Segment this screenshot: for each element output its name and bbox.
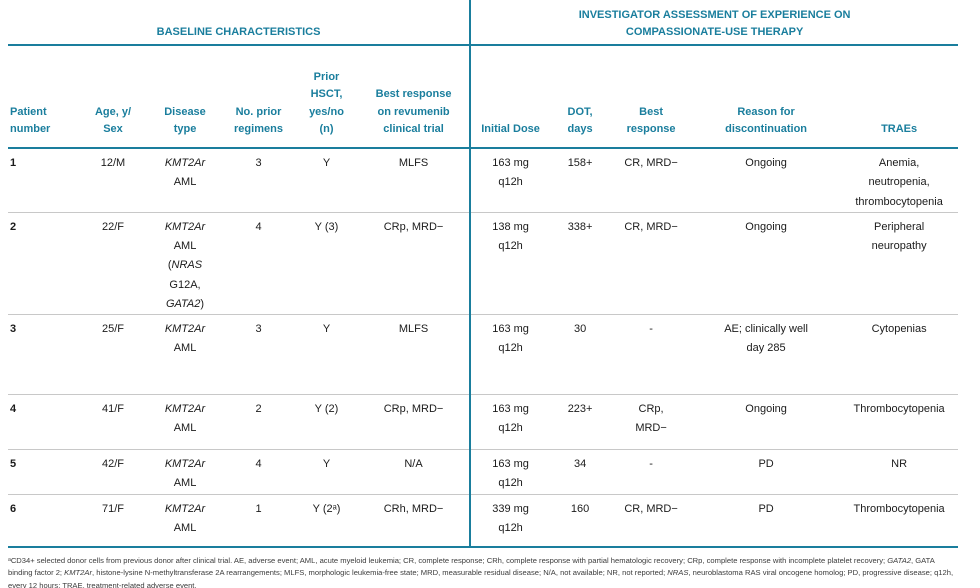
cell-reason-discontinuation: Ongoing <box>745 157 787 169</box>
cell-dot-days: 30 <box>550 314 611 395</box>
cell-prior-hsct: Y (3) <box>295 211 358 315</box>
patient-row-4: 4 41/F KMT2Ar AML 2 Y (2) CRp, MRD− 163 m… <box>8 394 959 450</box>
cell-patient-number: 4 <box>8 394 78 450</box>
cell-traes: Anemia, neutropenia, thrombocytopenia <box>855 157 943 208</box>
patient-row-1: 1 12/M KMT2Ar AML 3 Y MLFS 163 mg q12h 15… <box>8 148 958 213</box>
cell-reason-discontinuation: PD <box>692 494 841 548</box>
cell-best-response: CR, MRD− <box>610 211 693 315</box>
cell-initial-dose: 163 mg q12h <box>492 157 529 189</box>
cell-best-response-trial: MLFS <box>358 314 472 395</box>
cell-age-sex: 41/F <box>78 394 148 450</box>
cell-disease-type: KMT2Ar AML <box>164 157 206 189</box>
cell-best-response: CR, MRD− <box>610 494 693 548</box>
col-header-prior-regimens: No. prior regimens <box>222 45 295 149</box>
section-title-baseline: BASELINE CHARACTERISTICS <box>8 0 472 46</box>
cell-traes: Thrombocytopenia <box>840 494 959 548</box>
cell-patient-number: 5 <box>8 449 78 495</box>
col-header-best-response: Best response <box>610 45 693 149</box>
cell-prior-regimens: 2 <box>222 394 295 450</box>
cell-prior-hsct: Y (2ᵃ) <box>295 494 358 548</box>
col-header-reason-discontinuation: Reason for discontinuation <box>692 45 841 149</box>
col-header-traes: TRAEs <box>840 45 959 149</box>
patient-row-3: 3 25/F KMT2Ar AML 3 Y MLFS 163 mg q12h 30… <box>8 314 959 395</box>
cell-patient-number: 3 <box>8 314 78 395</box>
patient-row-5: 5 42/F KMT2Ar AML 4 Y N/A 163 mg q12h 34 … <box>8 449 959 495</box>
col-header-patient-number: Patient number <box>8 45 78 149</box>
col-header-age-sex: Age, y/ Sex <box>78 45 148 149</box>
col-header-best-response-trial: Best response on revumenib clinical tria… <box>358 45 472 149</box>
cell-reason-discontinuation: Ongoing <box>692 211 841 315</box>
cell-prior-hsct: Y <box>322 157 331 169</box>
cell-prior-regimens: 1 <box>222 494 295 548</box>
cell-prior-hsct: Y <box>295 314 358 395</box>
cell-best-response-trial: CRh, MRD− <box>358 494 472 548</box>
cell-patient-number: 1 <box>10 157 17 169</box>
patient-row-2: 2 22/F KMT2Ar AML (NRAS G12A, GATA2) 4 Y (3)… <box>8 211 959 315</box>
cell-dot-days: 158+ <box>567 157 593 169</box>
column-header-row: Patient number Age, y/ Sex Disease type … <box>8 45 959 149</box>
cell-initial-dose: 163 mg q12h <box>470 394 551 450</box>
cell-age-sex: 25/F <box>78 314 148 395</box>
cell-dot-days: 338+ <box>550 211 611 315</box>
cell-age-sex: 71/F <box>78 494 148 548</box>
cell-dot-days: 34 <box>550 449 611 495</box>
cell-reason-discontinuation: AE; clinically well day 285 <box>692 314 841 395</box>
cell-initial-dose: 339 mg q12h <box>470 494 551 548</box>
cell-traes: Cytopenias <box>840 314 959 395</box>
table-body: 1 12/M KMT2Ar AML 3 Y MLFS 163 mg q12h 15… <box>8 148 959 548</box>
cell-best-response-trial: CRp, MRD− <box>358 394 472 450</box>
cell-prior-regimens: 3 <box>222 314 295 395</box>
patient-row-6: 6 71/F KMT2Ar AML 1 Y (2ᵃ) CRh, MRD− 339 … <box>8 494 959 548</box>
cell-best-response: - <box>610 314 693 395</box>
cell-disease-type: KMT2Ar AML (NRAS G12A, GATA2) <box>148 211 222 315</box>
cell-disease-type: KMT2Ar AML <box>148 449 222 495</box>
table-head: BASELINE CHARACTERISTICS INVESTIGATOR AS… <box>8 0 959 149</box>
cell-dot-days: 160 <box>550 494 611 548</box>
cell-initial-dose: 163 mg q12h <box>470 449 551 495</box>
cell-prior-hsct: Y (2) <box>295 394 358 450</box>
cell-best-response-trial: CRp, MRD− <box>358 211 472 315</box>
cell-disease-type: KMT2Ar AML <box>148 394 222 450</box>
cell-best-response: CR, MRD− <box>624 157 678 169</box>
cell-prior-regimens: 4 <box>222 211 295 315</box>
col-header-dot-days: DOT, days <box>550 45 611 149</box>
cell-best-response: CRp, MRD− <box>610 394 693 450</box>
cell-initial-dose: 138 mg q12h <box>470 211 551 315</box>
cell-dot-days: 223+ <box>550 394 611 450</box>
cell-reason-discontinuation: PD <box>692 449 841 495</box>
cell-traes: Peripheral neuropathy <box>840 211 959 315</box>
cell-best-response: - <box>610 449 693 495</box>
patient-table: BASELINE CHARACTERISTICS INVESTIGATOR AS… <box>8 0 959 548</box>
table-footnote: ᵃCD34+ selected donor cells from previou… <box>8 555 954 588</box>
cell-age-sex: 42/F <box>78 449 148 495</box>
cell-reason-discontinuation: Ongoing <box>692 394 841 450</box>
cell-disease-type: KMT2Ar AML <box>148 314 222 395</box>
section-header-row: BASELINE CHARACTERISTICS INVESTIGATOR AS… <box>8 0 959 46</box>
cell-prior-hsct: Y <box>295 449 358 495</box>
cell-age-sex: 22/F <box>78 211 148 315</box>
cell-patient-number: 2 <box>8 211 78 315</box>
cell-traes: Thrombocytopenia <box>840 394 959 450</box>
col-header-prior-hsct: Prior HSCT, yes/no (n) <box>295 45 358 149</box>
cell-best-response-trial: MLFS <box>358 148 472 213</box>
cell-best-response-trial: N/A <box>358 449 472 495</box>
cell-age-sex: 12/M <box>100 157 126 169</box>
section-title-investigator-assessment: INVESTIGATOR ASSESSMENT OF EXPERIENCE ON… <box>470 0 959 46</box>
cell-patient-number: 6 <box>8 494 78 548</box>
cell-initial-dose: 163 mg q12h <box>470 314 551 395</box>
cell-prior-regimens: 3 <box>255 157 262 169</box>
cell-traes: NR <box>840 449 959 495</box>
col-header-disease-type: Disease type <box>148 45 222 149</box>
cell-disease-type: KMT2Ar AML <box>148 494 222 548</box>
col-header-initial-dose: Initial Dose <box>470 45 551 149</box>
cell-prior-regimens: 4 <box>222 449 295 495</box>
